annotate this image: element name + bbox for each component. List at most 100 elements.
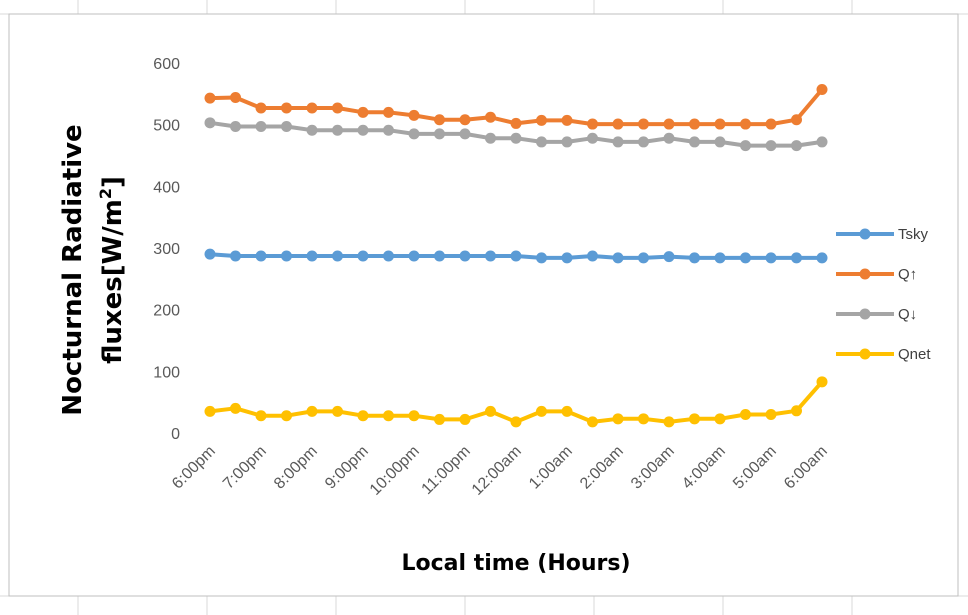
data-point [357, 124, 369, 136]
data-point [383, 106, 394, 118]
data-point [536, 252, 547, 264]
data-point [765, 140, 777, 152]
data-point [765, 252, 777, 264]
series-2 [204, 117, 828, 152]
x-tick-label: 2:00am [577, 443, 627, 493]
legend-label: Qnet [898, 346, 931, 363]
x-tick-label: 6:00am [781, 443, 831, 493]
data-point [204, 248, 216, 260]
data-point [434, 250, 445, 262]
data-point [663, 132, 675, 144]
data-point [332, 124, 343, 136]
data-point [816, 136, 828, 148]
x-tick-label: 4:00am [679, 443, 729, 493]
y-tick-label: 300 [153, 241, 180, 258]
data-point [485, 132, 496, 144]
data-point [816, 376, 828, 388]
data-point [383, 250, 394, 262]
data-point [816, 84, 828, 96]
legend-item: Tsky [836, 226, 929, 243]
data-point [740, 118, 751, 130]
data-point [357, 106, 369, 118]
data-point [638, 118, 649, 130]
series-0 [204, 248, 828, 264]
data-point [434, 413, 445, 425]
legend-label: Q↑ [898, 266, 917, 283]
data-point [510, 416, 522, 428]
data-point [306, 250, 318, 262]
data-point [791, 252, 802, 264]
series-line [208, 379, 824, 424]
data-point [638, 413, 649, 425]
data-point [281, 121, 292, 133]
data-point [204, 405, 216, 417]
x-tick-label: 5:00am [730, 443, 780, 493]
x-tick-label: 8:00pm [271, 443, 321, 493]
legend-item: Q↑ [836, 266, 917, 283]
data-point [536, 405, 547, 417]
x-tick-label: 10:00pm [367, 443, 423, 499]
y-tick-label: 600 [153, 56, 180, 73]
data-point [434, 128, 445, 140]
data-point [587, 416, 598, 428]
data-point [204, 92, 216, 104]
data-point [765, 409, 777, 420]
data-point [561, 405, 573, 417]
data-point [689, 252, 700, 264]
data-point [587, 118, 598, 130]
data-point [357, 250, 369, 262]
data-point [638, 136, 649, 148]
data-point [255, 250, 267, 262]
legend-swatch-marker [859, 348, 871, 360]
data-point [408, 410, 420, 422]
series-3 [204, 376, 828, 428]
data-point [791, 140, 802, 152]
data-point [255, 102, 267, 114]
data-point [230, 121, 241, 133]
data-point [485, 250, 496, 262]
svg-text:fluxes[W/m2]: fluxes[W/m2] [96, 176, 128, 364]
data-point [485, 405, 496, 417]
data-point [663, 118, 675, 130]
legend-swatch-marker [859, 308, 871, 320]
y-tick-label: 0 [171, 426, 180, 443]
x-axis-tick-labels: 6:00pm 7:00pm 8:00pm 9:00pm10:00pm11:00pm12… [169, 443, 831, 499]
data-point [230, 250, 241, 262]
data-point [383, 124, 394, 136]
data-point [740, 252, 751, 264]
data-point [485, 111, 496, 123]
data-point [255, 410, 267, 422]
legend-swatch-marker [859, 228, 871, 240]
data-point [306, 405, 318, 417]
data-point [408, 250, 420, 262]
data-point [459, 128, 471, 140]
data-point [612, 118, 624, 130]
y-tick-label: 100 [153, 364, 180, 381]
data-point [306, 124, 318, 136]
x-tick-label: 3:00am [628, 443, 678, 493]
y-tick-label: 200 [153, 303, 180, 320]
data-point [561, 136, 573, 148]
data-point [791, 405, 802, 417]
y-axis-tick-labels: 0 100 200 300 400 500 600 [153, 56, 180, 443]
legend-label: Tsky [898, 226, 929, 243]
data-point [281, 410, 292, 422]
series-layer [204, 84, 828, 428]
data-point [204, 117, 216, 129]
data-point [587, 250, 598, 262]
data-point [357, 410, 369, 422]
data-point [714, 413, 726, 425]
data-point [714, 136, 726, 148]
data-point [663, 251, 675, 263]
data-point [740, 409, 751, 420]
x-tick-label: 12:00am [469, 443, 525, 499]
data-point [459, 250, 471, 262]
data-point [332, 250, 343, 262]
data-point [332, 405, 343, 417]
data-point [587, 132, 598, 144]
data-point [459, 114, 471, 126]
data-point [714, 252, 726, 264]
y-tick-label: 400 [153, 179, 180, 196]
